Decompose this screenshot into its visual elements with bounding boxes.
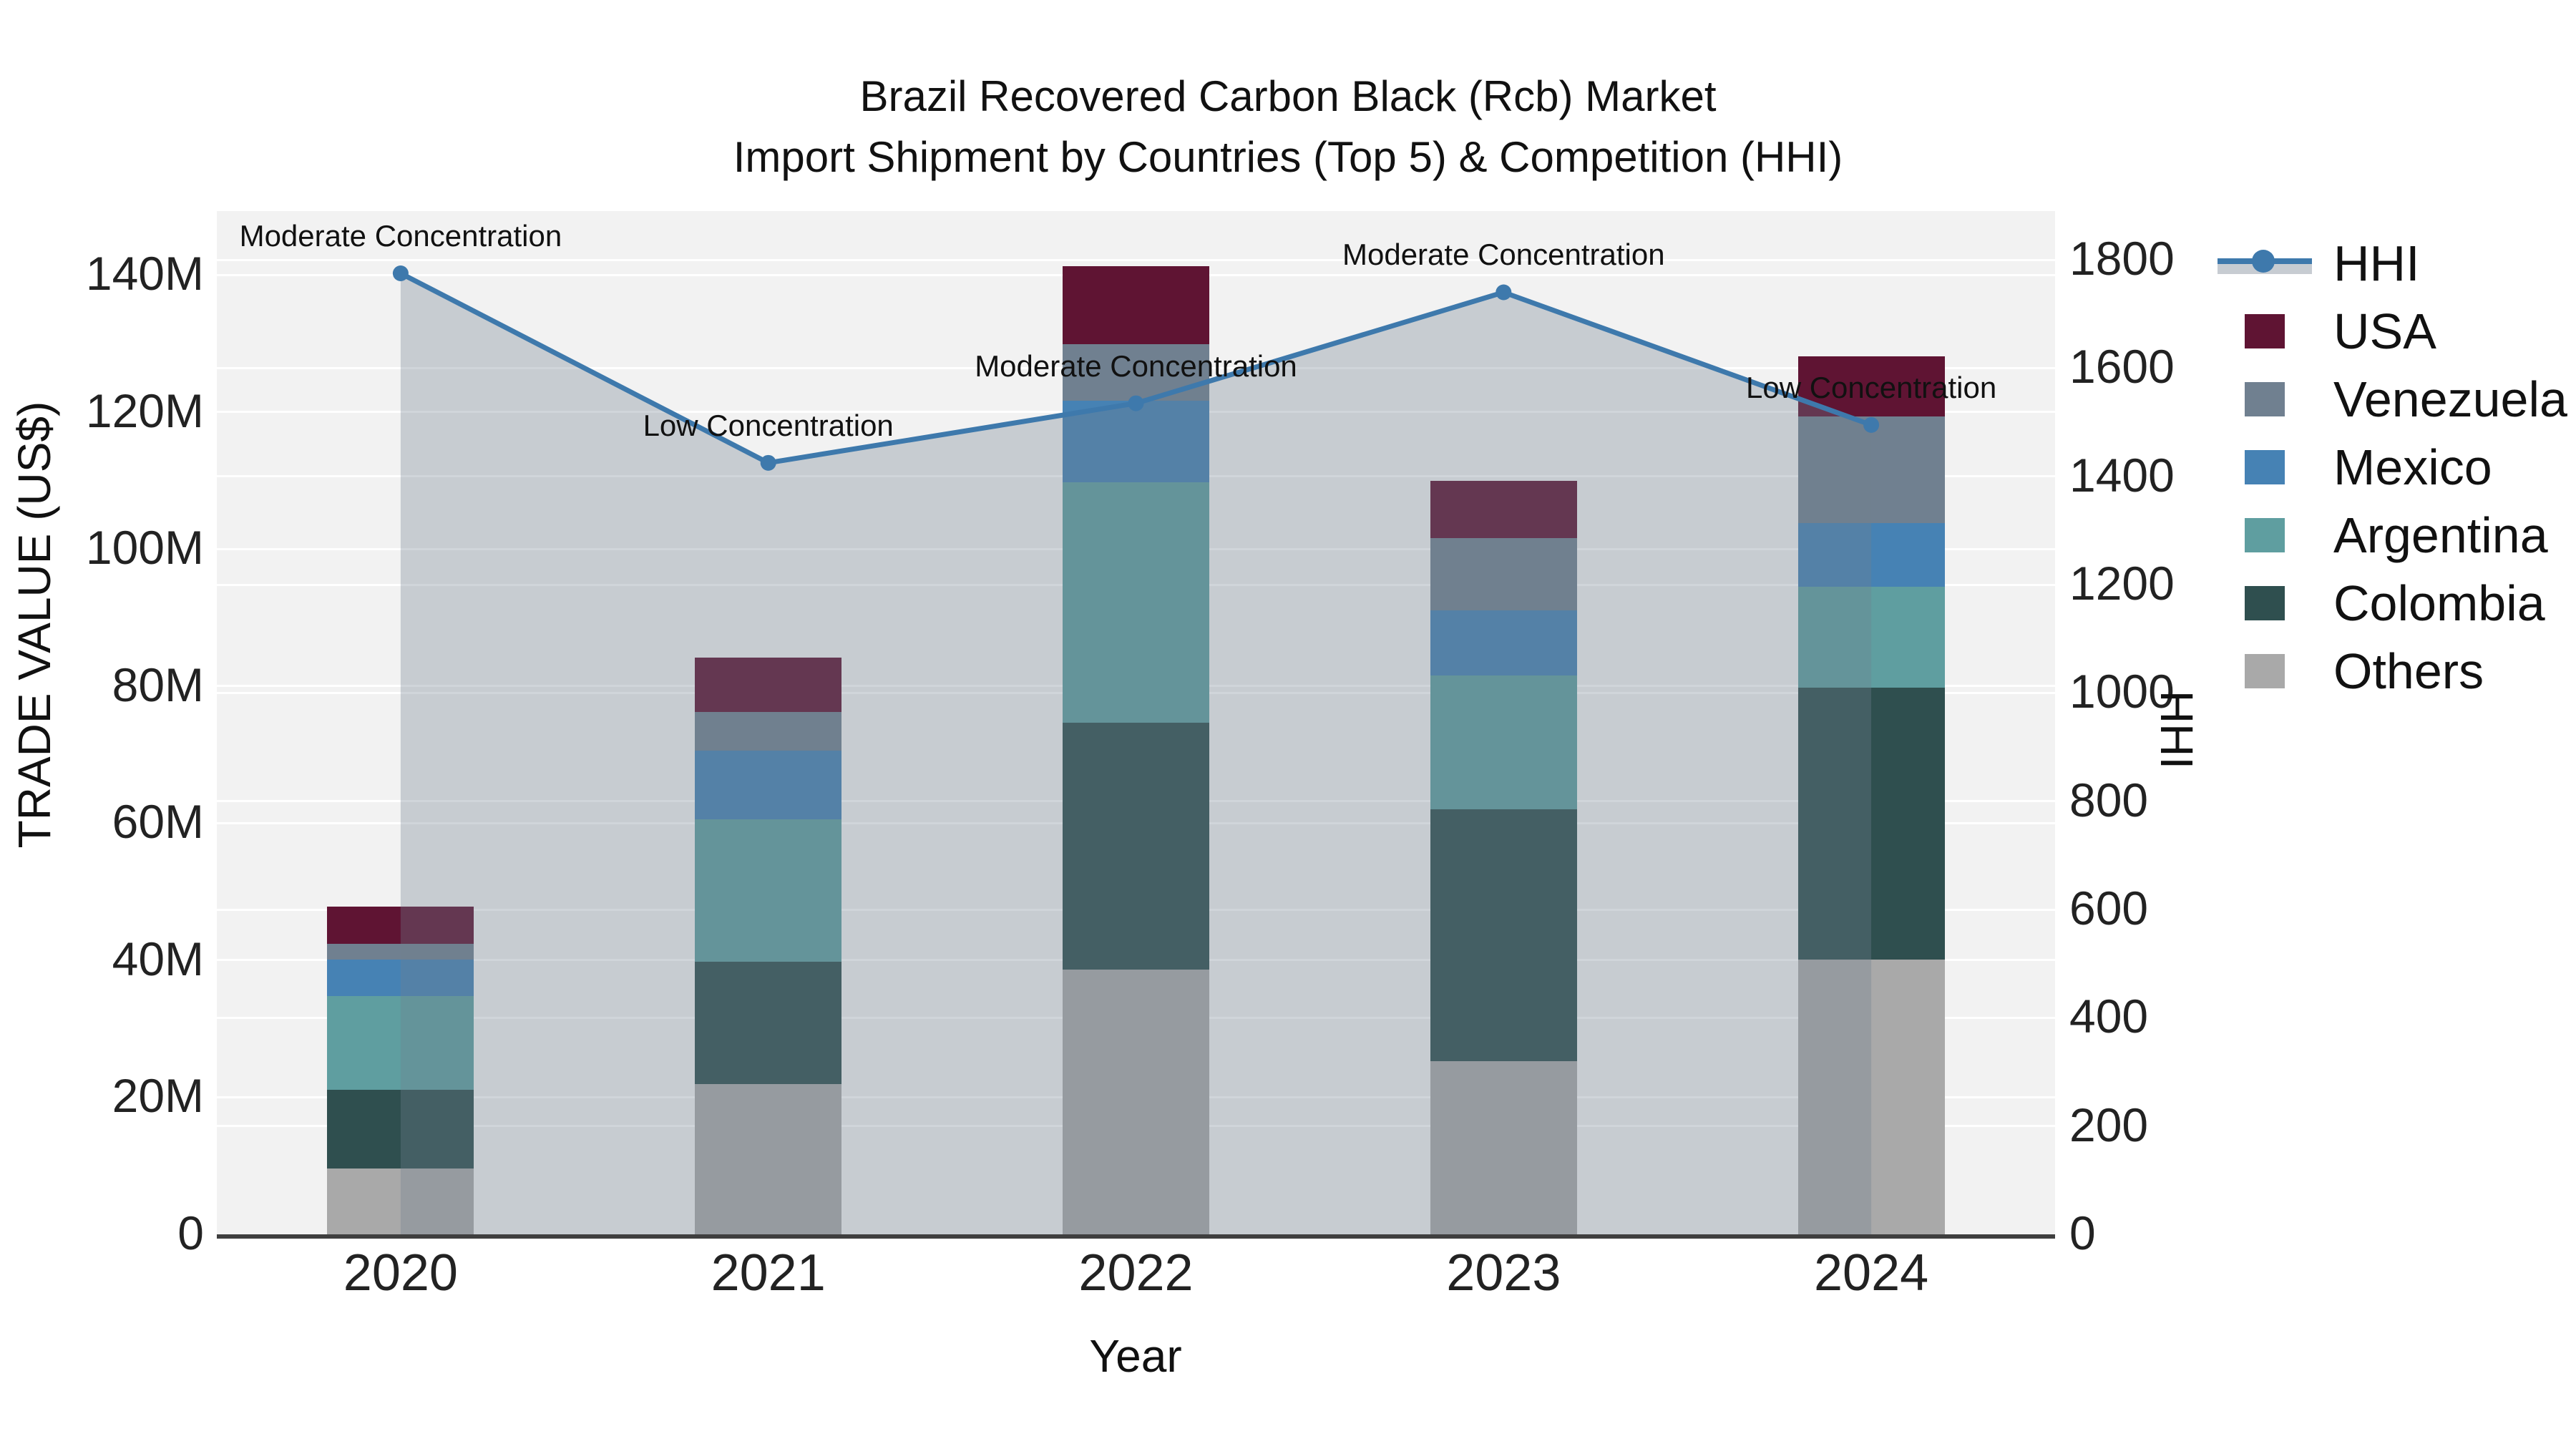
y-axis-title-right: HHI [2151, 690, 2202, 770]
bar-segment-venezuela-2024 [1797, 416, 1945, 523]
bar-segment-mexico-2022 [1063, 401, 1209, 483]
y-right-tick-1400: 1400 [2069, 448, 2175, 502]
bar-segment-usa-2021 [695, 658, 842, 713]
legend-item-hhi[interactable]: HHI [2215, 229, 2567, 297]
legend-swatch-argentina [2245, 517, 2285, 552]
bar-segment-others-2020 [327, 1169, 474, 1234]
legend-label-argentina: Argentina [2333, 507, 2548, 563]
hhi-annotation-2024: Low Concentration [1745, 370, 1997, 404]
legend-symbol-venezuela [2215, 381, 2315, 416]
y-left-tick-120M: 120M [85, 384, 204, 437]
legend-item-colombia[interactable]: Colombia [2215, 569, 2567, 637]
bar-segment-usa-2022 [1063, 265, 1209, 344]
y-left-tick-100M: 100M [85, 521, 204, 575]
y-left-tick-60M: 60M [112, 795, 204, 849]
y-right-tick-800: 800 [2069, 773, 2149, 826]
hhi-marker-sample [2252, 249, 2275, 273]
y-right-tick-1800: 1800 [2069, 232, 2175, 286]
bar-segment-venezuela-2021 [695, 712, 842, 751]
legend-swatch-mexico [2245, 449, 2285, 484]
bar-segment-venezuela-2020 [327, 943, 474, 960]
bar-segment-argentina-2024 [1797, 586, 1945, 688]
bar-segment-usa-2020 [327, 907, 474, 944]
bar-segment-mexico-2024 [1797, 522, 1945, 587]
hhi-line-sample [2218, 249, 2312, 274]
bar-segment-others-2023 [1430, 1060, 1577, 1234]
hhi-marker-2023 [1496, 284, 1512, 301]
legend-label-hhi: HHI [2333, 235, 2420, 291]
x-tick-2020: 2020 [343, 1244, 458, 1302]
legend-swatch-others [2245, 653, 2285, 688]
bar-segment-colombia-2024 [1797, 687, 1945, 960]
y-right-tick-400: 400 [2069, 990, 2149, 1043]
legend-label-mexico: Mexico [2333, 439, 2492, 495]
hhi-annotation-2020: Moderate Concentration [239, 219, 562, 253]
y-right-tick-0: 0 [2069, 1206, 2096, 1259]
y-right-tick-1000: 1000 [2069, 665, 2175, 718]
legend-symbol-usa [2215, 313, 2315, 348]
bar-segment-usa-2023 [1430, 481, 1577, 538]
hhi-annotation-2022: Moderate Concentration [975, 348, 1297, 383]
y-right-tick-1600: 1600 [2069, 340, 2175, 394]
legend-item-argentina[interactable]: Argentina [2215, 501, 2567, 569]
legend-label-usa: USA [2333, 303, 2436, 359]
legend-item-others[interactable]: Others [2215, 637, 2567, 705]
x-axis-title: Year [1089, 1330, 1182, 1382]
bar-segment-others-2024 [1797, 959, 1945, 1234]
x-tick-2021: 2021 [711, 1244, 826, 1302]
y-axis-title-left: TRADE VALUE (US$) [9, 401, 60, 849]
bar-segment-colombia-2021 [695, 961, 842, 1085]
bar-segment-mexico-2020 [327, 959, 474, 996]
legend-swatch-colombia [2245, 585, 2285, 620]
y-right-tick-200: 200 [2069, 1098, 2149, 1151]
y-left-tick-0: 0 [177, 1206, 204, 1259]
legend-swatch-usa [2245, 313, 2285, 348]
hhi-marker-2021 [760, 454, 776, 471]
legend-item-usa[interactable]: USA [2215, 297, 2567, 365]
bar-segment-mexico-2021 [695, 750, 842, 819]
chart-title-line1: Brazil Recovered Carbon Black (Rcb) Mark… [859, 72, 1717, 120]
plot-area[interactable]: Moderate Concentration Low Concentration M… [217, 211, 2055, 1234]
legend-symbol-hhi [2215, 249, 2315, 274]
y-left-tick-40M: 40M [112, 932, 204, 985]
hhi-annotation-2021: Low Concentration [643, 408, 894, 442]
legend-symbol-mexico [2215, 449, 2315, 484]
y-left-tick-80M: 80M [112, 658, 204, 711]
bar-segment-argentina-2023 [1430, 675, 1577, 810]
legend-item-mexico[interactable]: Mexico [2215, 433, 2567, 501]
bar-segment-mexico-2023 [1430, 610, 1577, 676]
legend-symbol-colombia [2215, 585, 2315, 620]
bar-segment-colombia-2020 [327, 1089, 474, 1169]
legend-swatch-venezuela [2245, 381, 2285, 416]
bar-segment-argentina-2021 [695, 819, 842, 962]
bar-segment-colombia-2022 [1063, 722, 1209, 970]
legend: HHI USA Venezuela Mexico Argentina Colombia Ot… [2215, 229, 2567, 705]
x-axis-line [217, 1234, 2055, 1239]
y-right-tick-600: 600 [2069, 882, 2149, 935]
legend-symbol-others [2215, 653, 2315, 688]
bar-segment-venezuela-2023 [1430, 537, 1577, 611]
legend-label-others: Others [2333, 643, 2484, 699]
legend-symbol-argentina [2215, 517, 2315, 552]
x-tick-2023: 2023 [1446, 1244, 1561, 1302]
x-tick-2024: 2024 [1814, 1244, 1929, 1302]
legend-label-venezuela: Venezuela [2333, 371, 2567, 427]
gridline-right-axis [217, 258, 2055, 261]
bar-segment-colombia-2023 [1430, 809, 1577, 1061]
y-left-tick-140M: 140M [85, 247, 204, 301]
bar-segment-others-2022 [1063, 970, 1209, 1234]
legend-label-colombia: Colombia [2333, 575, 2545, 631]
bar-segment-argentina-2022 [1063, 482, 1209, 723]
y-right-tick-1200: 1200 [2069, 557, 2175, 610]
chart-title-line2: Import Shipment by Countries (Top 5) & C… [733, 133, 1843, 181]
y-left-tick-20M: 20M [112, 1069, 204, 1123]
legend-item-venezuela[interactable]: Venezuela [2215, 365, 2567, 433]
bar-segment-others-2021 [695, 1084, 842, 1234]
x-tick-2022: 2022 [1078, 1244, 1194, 1302]
bar-segment-argentina-2020 [327, 995, 474, 1090]
hhi-annotation-2023: Moderate Concentration [1342, 238, 1665, 272]
